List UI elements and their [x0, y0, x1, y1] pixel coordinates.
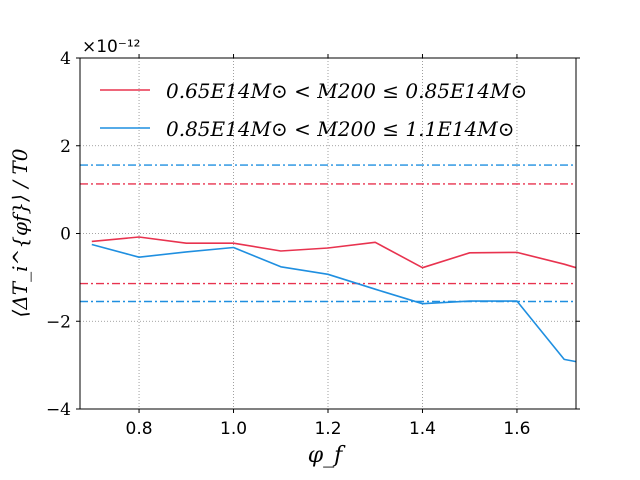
y-axis-label: ⟨ΔT_i^{φf}⟩ / T0 [8, 148, 32, 317]
y-tick-label: 0 [60, 225, 71, 245]
y-tick-label: 2 [60, 137, 71, 157]
series-line-0 [91, 236, 577, 269]
x-tick-label: 0.8 [126, 419, 153, 439]
legend: 0.65E14M⊙ < M200 ≤ 0.85E14M⊙ 0.85E14M⊙ <… [100, 79, 527, 141]
series-lines [91, 236, 577, 363]
plot-frame [79, 57, 577, 410]
legend-label-series-0: 0.65E14M⊙ < M200 ≤ 0.85E14M⊙ [166, 79, 527, 103]
y-tick-label: −4 [46, 400, 71, 420]
y-tick-label: −2 [46, 312, 71, 332]
y-tick-label: 4 [60, 49, 71, 69]
x-axis-label: φ_f [308, 443, 346, 468]
reference-bands [80, 164, 576, 303]
x-tick-label: 1.2 [314, 419, 341, 439]
series-line-1 [91, 243, 577, 363]
legend-label-series-1: 0.85E14M⊙ < M200 ≤ 1.1E14M⊙ [166, 117, 515, 141]
grid [80, 58, 576, 409]
x-tick-label: 1.6 [503, 419, 530, 439]
x-tick-label: 1.4 [409, 419, 436, 439]
axis-ticks: 0.8 1.0 1.2 1.4 1.6 −4 −2 0 2 4 [46, 49, 580, 439]
x-tick-label: 1.0 [220, 419, 247, 439]
y-offset-label: ×10⁻¹² [82, 37, 140, 57]
